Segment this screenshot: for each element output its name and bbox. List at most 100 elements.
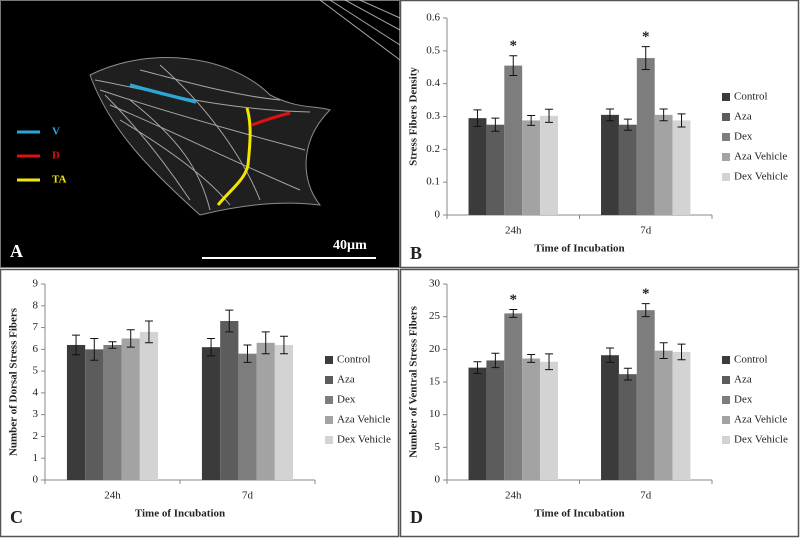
bar [618,124,637,215]
legend-label: Aza Vehicle [734,151,787,163]
error-bar [225,309,234,333]
error-bar [491,117,500,132]
panel-label: D [410,507,423,527]
y-tick-label: 0.1 [426,176,440,188]
bar [486,124,505,215]
error-bar [473,109,482,127]
y-tick-label: 0.2 [426,143,440,155]
bar [238,353,257,480]
panel-d-frame [399,268,800,538]
legend-label: Dex [734,131,753,143]
x-tick-label: 7d [242,490,254,502]
x-axis-title: Time of Incubation [534,508,624,520]
dorsal-line [251,111,291,127]
error-bar [72,334,81,356]
error-bar [659,108,668,122]
panel-b-frame [399,0,800,269]
legend-swatch [722,93,730,101]
bar [654,114,673,215]
legend-label: Dex [337,394,356,406]
panel-label: A [10,241,23,261]
bar [672,351,691,480]
y-axis-title: Number of Dorsal Stress Fibers [8,307,20,456]
ventral-line [129,83,197,104]
legend-swatch [722,436,730,444]
legend-label: Control [734,354,768,366]
scale-bar-label: 40µm [333,238,367,253]
y-tick-label: 8 [33,299,39,311]
bar [522,358,541,480]
bar [672,120,691,215]
legend-label: Aza [734,111,752,123]
error-bar [605,347,614,363]
y-tick-label: 15 [429,376,441,388]
legend-swatch [325,416,333,424]
bar [274,344,294,480]
y-tick-label: 4 [33,386,39,398]
error-bar [527,115,536,126]
ta-line [216,107,252,206]
bar [66,344,86,480]
bar [201,347,221,480]
error-bar [126,329,135,348]
bar [103,344,122,480]
legend-swatch [325,356,333,364]
error-bar [509,55,518,76]
legend-swatch [722,376,730,384]
bar [504,313,523,480]
error-bar [545,108,554,123]
legend-label: Dex [734,394,753,406]
x-tick-label: 24h [505,225,522,237]
bar [139,331,159,480]
error-bar [509,308,518,318]
x-axis-title: Time of Incubation [135,508,225,520]
error-bar [90,337,99,361]
y-tick-label: 10 [429,408,441,420]
x-axis-title: Time of Incubation [534,243,624,255]
cell-image [89,0,401,216]
error-bar [623,118,632,131]
legend-label: TA [52,174,67,186]
y-tick-label: 0 [435,474,441,486]
annotation: * [642,286,650,302]
y-tick-label: 6 [33,343,39,355]
legend-swatch [325,376,333,384]
legend-label: Aza Vehicle [734,414,787,426]
bar [256,342,275,480]
error-bar [144,320,153,344]
bar [468,367,487,480]
bar [636,58,655,215]
legend-label: Control [337,354,371,366]
bar [468,118,487,215]
error-bar [641,303,650,318]
error-bar [605,108,614,122]
y-axis-title: Stress Fibers Density [408,67,420,166]
y-tick-label: 1 [33,452,39,464]
y-tick-label: 5 [33,365,39,377]
y-tick-label: 0.5 [426,44,440,56]
bar [121,338,140,480]
error-bar [108,341,117,349]
legend-label: Aza [337,374,355,386]
error-bar [677,343,686,361]
legend-swatch [722,173,730,181]
y-tick-label: 3 [33,408,39,420]
y-tick-label: 25 [429,310,441,322]
y-tick-label: 9 [33,278,39,290]
bar [601,355,619,480]
y-tick-label: 20 [429,343,441,355]
legend-swatch [722,356,730,364]
error-bar [527,354,536,363]
legend-label: Dex Vehicle [734,171,788,183]
legend-swatch [722,416,730,424]
legend-label: Dex Vehicle [337,434,391,446]
annotation: * [642,29,650,45]
panel-label: C [10,507,23,527]
y-tick-label: 0.6 [426,12,440,24]
y-tick-label: 7 [33,321,39,333]
error-bar [279,335,288,355]
legend-label: Aza Vehicle [337,414,390,426]
error-bar [641,46,650,71]
error-bar [243,344,252,363]
